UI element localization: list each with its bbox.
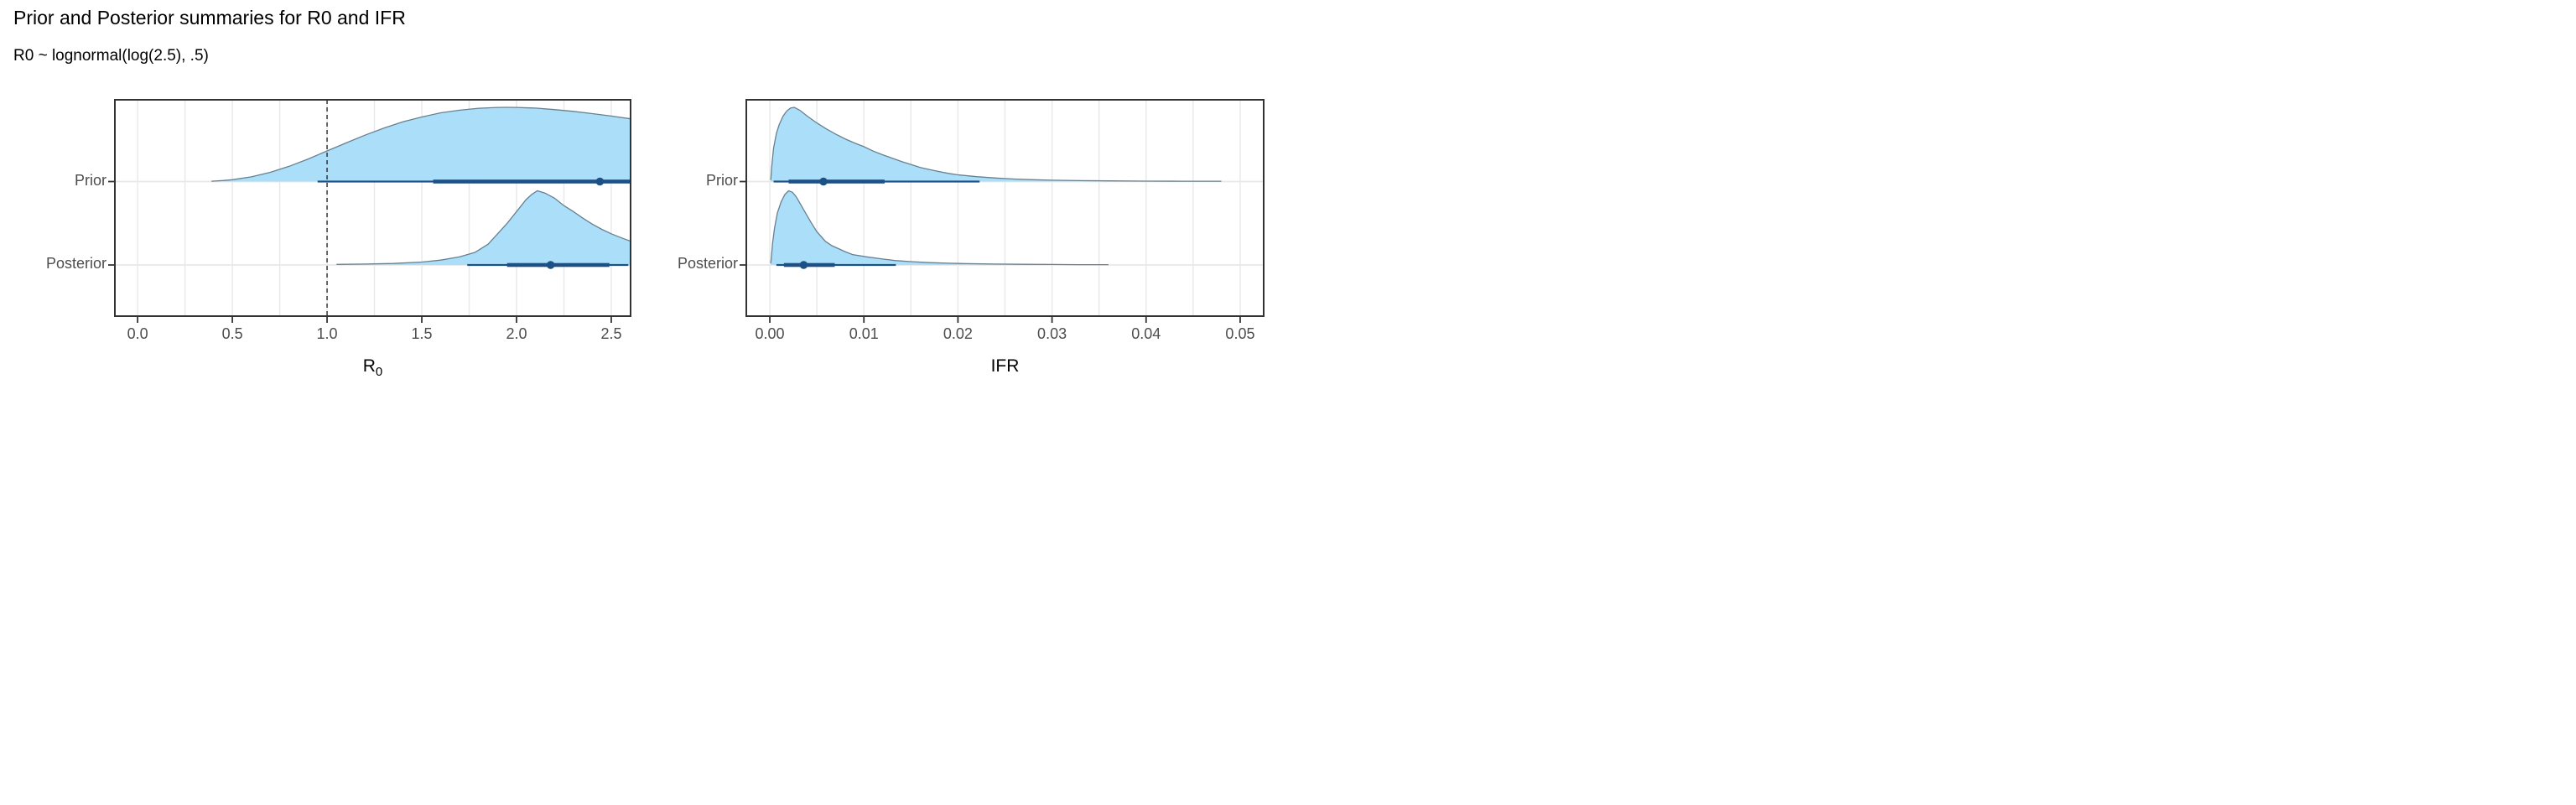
density-area-posterior-r0 [336, 190, 631, 265]
interval-66-posterior-ifr [783, 262, 835, 267]
x-axis-title-r0: R0 [363, 356, 383, 379]
density-area-prior-ifr [771, 107, 1222, 182]
x-axis-title-r0-text: R [362, 356, 376, 376]
x-tick-label: 0.03 [1037, 325, 1067, 342]
point-median-prior-r0 [595, 177, 605, 186]
x-axis-title-ifr: IFR [991, 356, 1020, 379]
panel-border-ifr [745, 99, 1265, 317]
panel-border-r0 [114, 99, 631, 317]
interval-66-prior-ifr [788, 179, 885, 184]
x-tick-label: 2.5 [600, 325, 622, 342]
interval-66-posterior-r0 [506, 262, 610, 267]
density-outline-prior-r0 [211, 106, 631, 182]
chart-title: Prior and Posterior summaries for R0 and… [13, 7, 406, 29]
plot-page: Prior and Posterior summaries for R0 and… [0, 0, 1288, 402]
row-label-prior-r0: Prior [74, 171, 106, 189]
point-median-posterior-ifr [799, 261, 808, 269]
x-tick-label: 0.01 [849, 325, 879, 342]
x-tick-label: 0.5 [221, 325, 243, 342]
point-median-posterior-r0 [546, 261, 555, 269]
x-tick-label: 2.0 [506, 325, 527, 342]
row-label-prior-ifr: Prior [705, 171, 738, 189]
x-tick-label: 1.5 [411, 325, 433, 342]
x-tick-label: 1.0 [316, 325, 338, 342]
density-outline-posterior-ifr [770, 190, 1109, 266]
interval-95-posterior-ifr [776, 263, 896, 267]
x-tick-label: 0.02 [943, 325, 973, 342]
x-tick-label: 0.04 [1131, 325, 1161, 342]
ridgeline-plot-canvas [108, 99, 1265, 323]
density-outline-posterior-r0 [336, 190, 631, 265]
row-label-posterior-r0: Posterior [45, 255, 106, 272]
interval-66-prior-r0 [433, 179, 631, 184]
x-tick-label: 0.0 [127, 325, 148, 342]
x-axis-title-r0-subscript: 0 [375, 365, 383, 380]
x-axis-title-ifr-text: IFR [990, 356, 1020, 376]
density-outline-prior-ifr [770, 106, 1222, 182]
chart-subtitle: R0 ~ lognormal(log(2.5), .5) [13, 47, 209, 65]
row-label-posterior-ifr: Posterior [677, 255, 738, 272]
density-area-posterior-ifr [771, 190, 1109, 265]
density-area-prior-r0 [211, 107, 631, 182]
x-tick-label: 0.00 [755, 325, 785, 342]
point-median-prior-ifr [819, 177, 828, 186]
x-tick-label: 0.05 [1225, 325, 1255, 342]
